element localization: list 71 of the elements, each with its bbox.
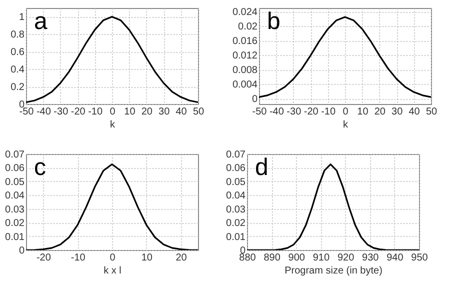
x-tick-label: -30: [286, 106, 302, 118]
x-axis-title: k: [110, 120, 116, 130]
y-tick-label: 0.07: [226, 150, 246, 160]
y-tick-label: 0.024: [232, 7, 258, 18]
y-tick-label: 1: [18, 12, 25, 24]
y-tick-label: 0.06: [5, 163, 25, 174]
line-series: [26, 163, 198, 250]
x-tick-label: -50: [252, 106, 268, 118]
x-tick-label: 40: [408, 106, 420, 118]
y-tick-label: 0.6: [10, 47, 25, 58]
y-tick-label: 0.04: [5, 190, 25, 202]
x-tick-label: 920: [337, 252, 355, 264]
x-axis-title: Program size (in byte): [284, 266, 382, 276]
x-tick-label: 950: [411, 252, 428, 264]
y-tick-label: 0.004: [232, 80, 258, 91]
x-tick-label: -40: [269, 106, 284, 118]
x-tick-label: -10: [321, 106, 336, 118]
x-tick-label: 890: [264, 252, 281, 264]
x-tick-label: 0: [110, 252, 116, 264]
annotation: d: [255, 154, 268, 181]
x-tick-label: 50: [192, 106, 204, 118]
x-axis-title: k x l: [104, 266, 122, 276]
x-tick-label: -10: [70, 252, 86, 264]
y-tick-label: 0.02: [238, 22, 258, 33]
x-tick-label: -30: [54, 106, 69, 118]
y-tick-label: 0.2: [10, 82, 25, 94]
x-tick-label: 20: [374, 106, 386, 118]
y-tick-label: 0.016: [232, 36, 258, 48]
x-tick-label: 30: [392, 106, 404, 118]
y-tick-label: 0: [18, 246, 25, 256]
x-tick-label: 50: [426, 106, 438, 118]
x-tick-label: -20: [36, 252, 52, 264]
x-tick-label: 930: [362, 252, 380, 264]
y-tick-label: 0.07: [5, 150, 25, 160]
x-tick-label: 20: [141, 106, 153, 118]
y-tick-label: 0.03: [5, 204, 25, 216]
y-tick-label: 0.008: [232, 65, 258, 76]
x-tick-label: -50: [19, 106, 34, 118]
y-tick-label: 0.05: [226, 176, 246, 188]
annotation: b: [267, 8, 280, 35]
x-tick-label: -20: [304, 106, 319, 118]
x-axis-title: k: [343, 120, 349, 130]
x-tick-label: 10: [357, 106, 369, 118]
y-tick-label: 0.03: [226, 204, 246, 216]
y-tick-label: 0.4: [10, 64, 25, 76]
x-tick-label: -20: [70, 106, 86, 118]
x-tick-label: 0: [342, 106, 349, 118]
x-tick-label: 900: [288, 252, 306, 264]
y-tick-label: 0.02: [226, 218, 246, 230]
x-tick-label: 880: [239, 252, 256, 264]
y-tick-label: 0.01: [226, 232, 246, 243]
x-tick-label: 40: [176, 106, 188, 118]
y-tick-label: 0.01: [5, 232, 25, 243]
x-tick-label: 30: [158, 106, 170, 118]
x-tick-label: 940: [386, 252, 404, 264]
x-tick-label: -10: [88, 106, 103, 118]
annotation: a: [34, 8, 48, 35]
annotation: c: [34, 154, 46, 181]
y-tick-label: 0.05: [5, 176, 25, 188]
y-tick-label: 0.04: [226, 190, 246, 202]
y-tick-label: 0.012: [232, 50, 258, 62]
y-tick-label: 0.02: [5, 218, 25, 230]
x-tick-label: -40: [36, 106, 52, 118]
x-tick-label: 0: [110, 106, 116, 118]
y-tick-label: 0.8: [10, 30, 25, 41]
x-tick-label: 10: [141, 252, 153, 264]
x-tick-label: 910: [312, 252, 330, 264]
x-tick-label: 20: [176, 252, 188, 264]
y-tick-label: 0: [252, 94, 258, 106]
y-tick-label: 0.06: [226, 163, 246, 174]
x-tick-label: 10: [124, 106, 136, 118]
